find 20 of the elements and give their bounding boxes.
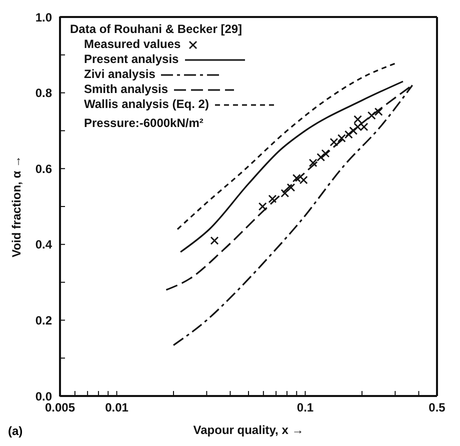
legend-label: Zivi analysis [84, 67, 156, 82]
x-tick-label: 0.5 [428, 400, 446, 415]
annotation: Pressure:-6000kN/m² [83, 116, 204, 131]
x-axis-title: Vapour quality, x → [193, 423, 304, 437]
y-tick-label: 0.6 [35, 162, 52, 176]
text: (a) [8, 424, 23, 438]
y-tick-label: 0.0 [35, 389, 52, 404]
y-tick-label: 1.0 [35, 10, 52, 24]
x-tick-label: 0.01 [105, 400, 129, 415]
y-tick-label: 0.8 [35, 86, 52, 100]
legend-title: Data of Rouhani & Becker [29] [70, 22, 244, 37]
y-axis-title: Void fraction, α → [9, 156, 24, 258]
legend-label: Smith analysis [84, 82, 168, 97]
x-tick-label: 0.1 [296, 400, 314, 415]
x-tick-label: 0.005 [44, 400, 76, 415]
y-tick-label: 0.4 [35, 238, 52, 252]
y-tick-label: 0.2 [35, 313, 52, 328]
legend-label: Measured values [84, 37, 181, 52]
legend-label: Wallis analysis (Eq. 2) [84, 97, 209, 112]
legend-label: Present analysis [84, 52, 179, 67]
